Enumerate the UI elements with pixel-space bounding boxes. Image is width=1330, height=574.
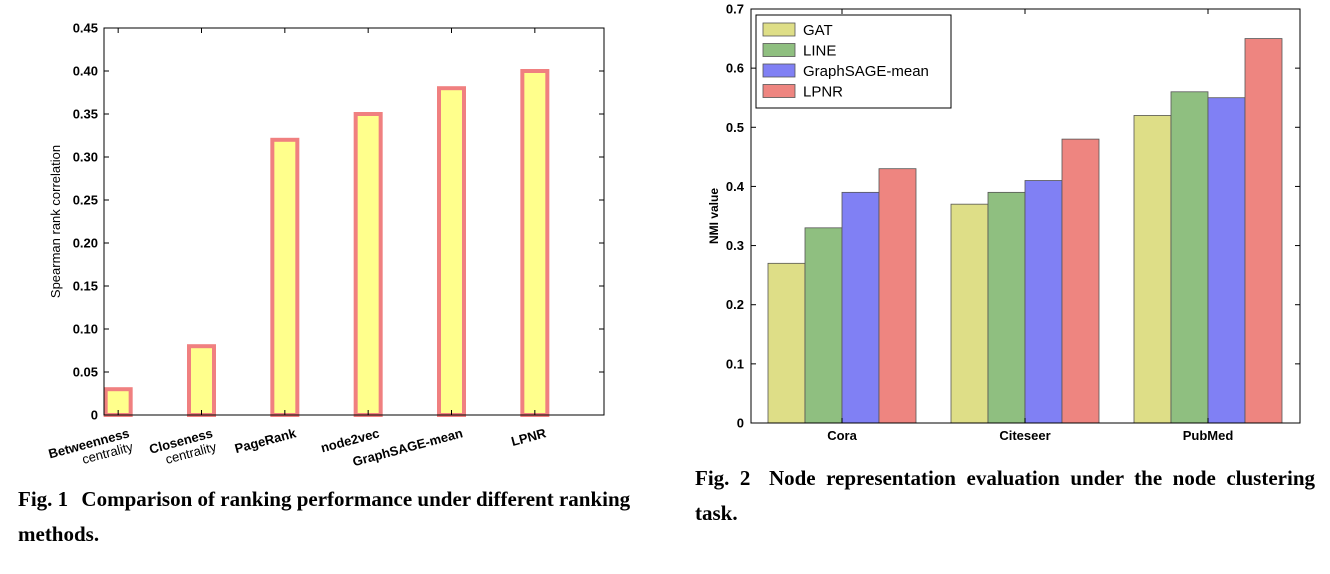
figure-1-caption: Fig. 1 Comparison of ranking performance…	[18, 482, 648, 552]
y-tick-label: 0.45	[73, 21, 98, 36]
y-tick-label: 0.1	[726, 356, 744, 371]
x-tick-label: Cora	[827, 428, 857, 443]
legend-label: LINE	[803, 43, 836, 60]
figure-1-label: Fig. 1	[18, 487, 69, 511]
figure-2-label: Fig. 2	[695, 466, 751, 490]
bar	[520, 69, 550, 417]
bar	[270, 137, 300, 418]
bar	[804, 227, 843, 424]
legend-label: GAT	[803, 22, 833, 39]
legend-label: LPNR	[803, 84, 843, 101]
bar	[353, 112, 383, 417]
bar	[1244, 38, 1283, 424]
y-tick-label: 0.3	[726, 238, 744, 253]
figure-2-caption-text: Node representation evaluation under the…	[695, 466, 1315, 525]
y-tick-label: 0.05	[73, 365, 98, 380]
x-tick-label: Citeseer	[999, 428, 1050, 443]
legend-swatch	[762, 43, 796, 57]
y-axis-label: Spearman rank correlation	[48, 145, 63, 298]
x-tick-label: PageRank	[233, 425, 298, 456]
y-tick-label: 0	[737, 416, 744, 431]
y-tick-label: 0.25	[73, 193, 98, 208]
figure-2-caption: Fig. 2 Node representation evaluation un…	[695, 461, 1315, 531]
y-axis-label: NMI value	[707, 188, 721, 244]
figure-1-caption-text: Comparison of ranking performance under …	[18, 487, 631, 546]
x-tick-label: PubMed	[1183, 428, 1234, 443]
bar	[1061, 138, 1100, 424]
legend-swatch	[762, 22, 796, 37]
y-tick-label: 0.40	[73, 64, 98, 79]
y-tick-label: 0.10	[73, 322, 98, 337]
y-tick-label: 0.2	[726, 297, 744, 312]
x-tick-label: Closenesscentrality	[148, 425, 219, 470]
x-tick-label: LPNR	[510, 425, 549, 449]
legend: GAT LINE GraphSAGE-mean LPNR	[755, 14, 952, 109]
y-tick-label: 0.4	[726, 179, 745, 194]
plot-frame	[750, 8, 1301, 424]
legend-label: GraphSAGE-mean	[803, 63, 929, 80]
x-tick-label: Betweennesscentrality	[47, 425, 135, 470]
y-tick-label: 0.15	[73, 279, 98, 294]
plot-frame	[103, 27, 605, 416]
y-tick-label: 0.6	[726, 61, 744, 76]
bar	[1133, 115, 1172, 424]
bar	[841, 191, 880, 424]
legend-swatch	[762, 63, 796, 78]
y-tick-label: 0	[91, 408, 98, 423]
bar	[187, 344, 216, 418]
y-tick-label: 0.35	[73, 107, 98, 122]
bar	[1207, 97, 1246, 424]
bar	[878, 168, 917, 424]
bar	[987, 191, 1026, 424]
y-tick-label: 0.20	[73, 236, 98, 251]
bar	[1170, 91, 1209, 424]
bar	[950, 203, 989, 424]
y-tick-label: 0.5	[726, 120, 744, 135]
legend-swatch	[762, 84, 796, 98]
bar	[767, 262, 806, 424]
bar	[1024, 180, 1063, 424]
clustering-chart: 0 0.1 0.2 0.3 0.4 0.5 0.6 0.7 Cora Citeseer PubMed…	[707, 2, 1301, 443]
bar	[437, 86, 466, 417]
ranking-chart: 0 0.05 0.10 0.15 0.20 0.25 0.30 0.35 0.40 0.45 Bet…	[47, 21, 605, 470]
y-tick-label: 0.30	[73, 150, 98, 165]
y-tick-label: 0.7	[726, 2, 744, 17]
